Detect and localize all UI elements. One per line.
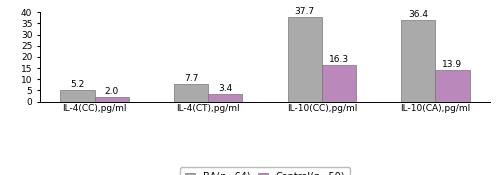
Bar [174, 84, 208, 101]
Text: 13.9: 13.9 [442, 60, 462, 69]
Bar [402, 20, 436, 101]
Text: 3.4: 3.4 [218, 84, 232, 93]
Text: 37.7: 37.7 [294, 7, 315, 16]
Bar [288, 17, 322, 102]
Text: 36.4: 36.4 [408, 10, 428, 19]
Text: 5.2: 5.2 [70, 80, 85, 89]
Bar [60, 90, 94, 102]
Text: 7.7: 7.7 [184, 74, 198, 83]
Legend: BA(n=64), Control(n=50): BA(n=64), Control(n=50) [180, 167, 350, 175]
Bar [322, 65, 356, 101]
Bar [208, 94, 242, 102]
Text: 2.0: 2.0 [104, 87, 118, 96]
Bar [94, 97, 128, 101]
Text: 16.3: 16.3 [329, 55, 349, 64]
Bar [436, 71, 470, 102]
